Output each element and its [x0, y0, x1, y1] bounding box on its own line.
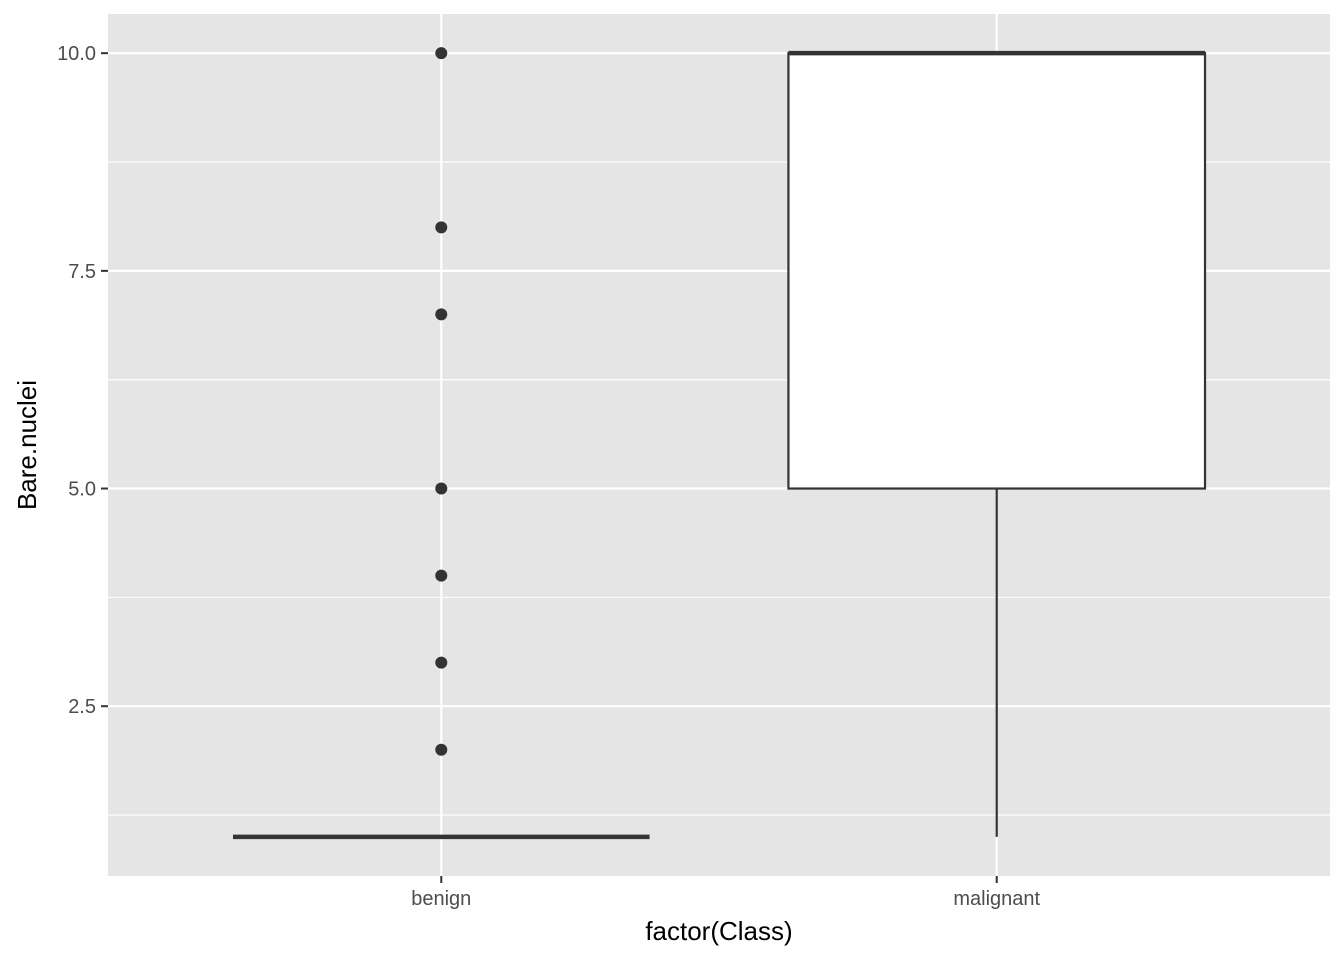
y-tick-label: 2.5 — [68, 696, 96, 718]
x-axis: benign malignant — [411, 876, 1041, 910]
outlier-point — [435, 47, 448, 60]
x-tick-label: malignant — [953, 888, 1040, 910]
outlier-point — [435, 308, 448, 321]
y-axis-title: Bare.nuclei — [12, 380, 42, 510]
x-axis-title: factor(Class) — [645, 916, 792, 946]
outlier-point — [435, 482, 448, 495]
x-tick-label: benign — [411, 888, 471, 910]
outlier-point — [435, 569, 448, 582]
outlier-point — [435, 656, 448, 669]
box-malignant — [787, 50, 1207, 837]
outlier-point — [435, 221, 448, 234]
y-tick-label: 7.5 — [68, 261, 96, 283]
box-iqr — [787, 52, 1207, 490]
y-axis: 2.5 5.0 7.5 10.0 — [57, 43, 108, 718]
outlier-point — [435, 743, 448, 756]
y-tick-label: 5.0 — [68, 479, 96, 501]
boxplot-layer — [232, 47, 1207, 840]
y-tick-label: 10.0 — [57, 43, 96, 65]
box-benign — [232, 47, 650, 840]
